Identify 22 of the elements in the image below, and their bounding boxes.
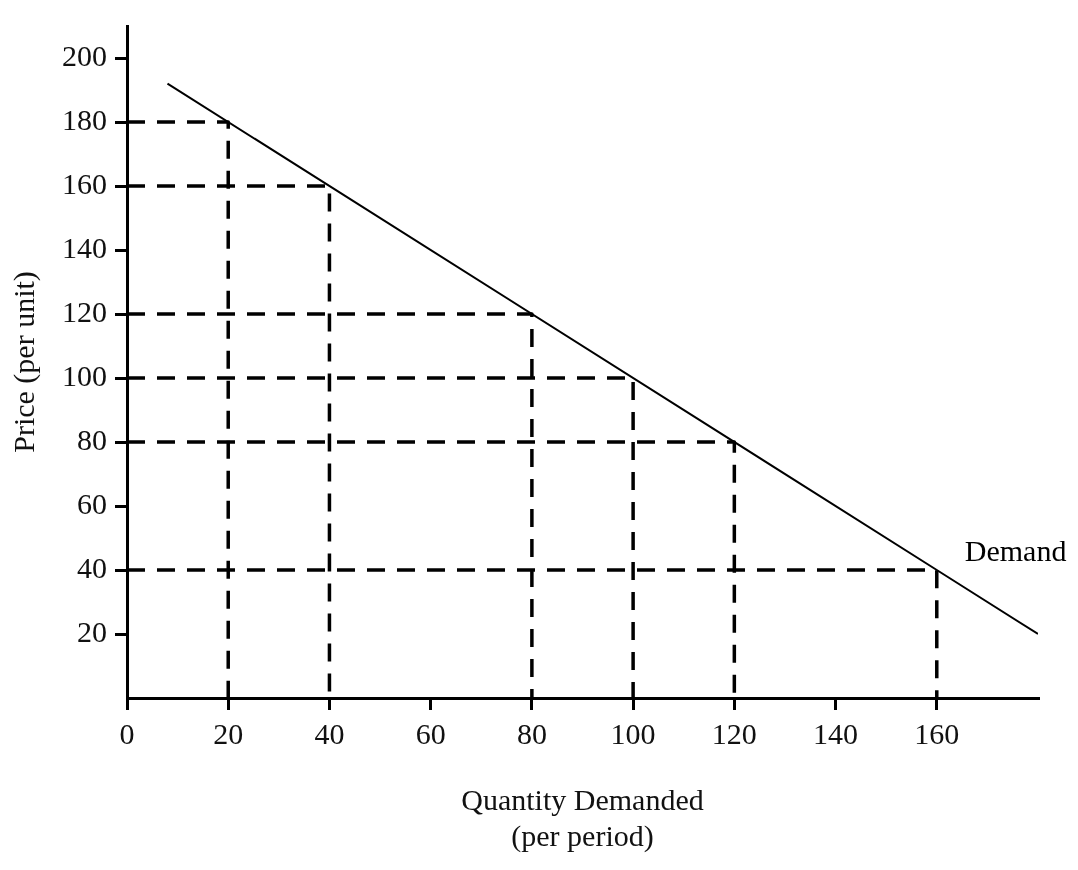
y-tick-label: 60 xyxy=(77,486,107,520)
y-tick-label: 180 xyxy=(62,102,107,136)
series-label: Demand xyxy=(964,533,1067,567)
y-tick-label: 100 xyxy=(62,358,107,392)
x-tick-label: 100 xyxy=(610,716,656,750)
x-tick-label: 160 xyxy=(914,716,960,750)
x-axis-title: Quantity Demanded (per period) xyxy=(461,782,704,853)
y-tick-label: 140 xyxy=(62,230,107,264)
y-tick-label: 160 xyxy=(62,166,107,200)
y-tick-label: 120 xyxy=(62,294,107,328)
y-axis-title: Price (per unit) xyxy=(6,271,41,453)
x-tick-label: 0 xyxy=(119,716,135,750)
x-tick-label: 60 xyxy=(415,716,446,750)
y-tick-label: 20 xyxy=(77,614,107,648)
x-tick-label: 140 xyxy=(813,716,859,750)
y-tick-label: 80 xyxy=(77,422,107,456)
x-tick-label: 40 xyxy=(314,716,345,750)
x-tick-label: 80 xyxy=(516,716,547,750)
x-tick-label: 20 xyxy=(213,716,244,750)
x-tick-label: 120 xyxy=(711,716,757,750)
y-tick-label: 40 xyxy=(77,550,107,584)
y-tick-label: 200 xyxy=(62,38,107,72)
